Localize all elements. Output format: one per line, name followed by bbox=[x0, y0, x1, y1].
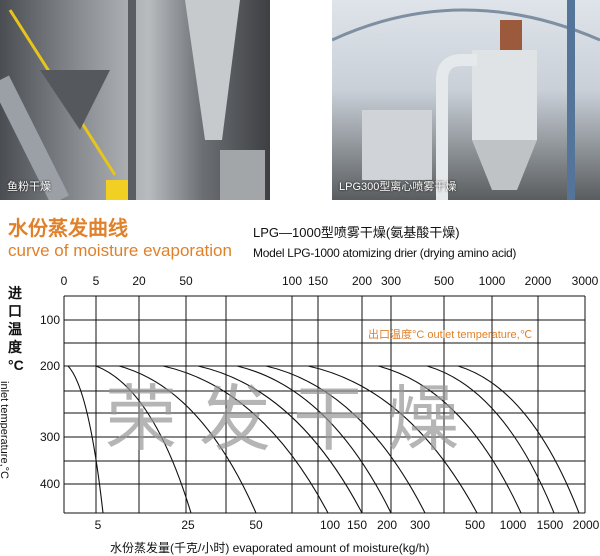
bottom-tick-label: 500 bbox=[464, 518, 486, 532]
title-cn: 水份蒸发曲线 bbox=[8, 218, 128, 240]
top-tick-label: 50 bbox=[179, 274, 193, 288]
evaporation-curve bbox=[162, 365, 329, 514]
outlet-temperature-annotation: 出口温度°C outlet temperature,℃ bbox=[368, 329, 533, 341]
y-tick-label: 200 bbox=[39, 359, 60, 373]
bottom-tick-label: 1000 bbox=[499, 518, 527, 532]
top-tick-label: 100 bbox=[281, 274, 303, 288]
y-axis-unit: °C bbox=[8, 357, 24, 373]
evaporation-curve bbox=[197, 365, 363, 514]
bottom-tick-label: 2000 bbox=[572, 518, 600, 532]
evaporation-curve bbox=[307, 365, 478, 514]
lpg300-dryer-photo: LPG300型离心喷雾干燥 bbox=[332, 0, 600, 200]
evaporation-curve bbox=[265, 365, 426, 514]
photo-illustration bbox=[332, 0, 600, 200]
bottom-tick-label: 25 bbox=[181, 518, 195, 532]
x-axis-label: 水份蒸发量(千克/小时) evaporated amount of moistu… bbox=[110, 541, 430, 555]
fish-meal-drying-photo: 鱼粉干燥 bbox=[0, 0, 270, 200]
top-tick-label: 0 bbox=[60, 274, 68, 288]
evaporation-curve bbox=[118, 365, 257, 514]
top-tick-label: 5 bbox=[92, 274, 100, 288]
top-tick-label: 2000 bbox=[524, 274, 552, 288]
evaporation-curve bbox=[67, 365, 104, 514]
evaporation-curve bbox=[95, 365, 192, 514]
top-tick-label: 3000 bbox=[571, 274, 599, 288]
subtitle-cn: LPG—1000型喷雾干燥(氨基酸干燥) bbox=[253, 225, 460, 240]
top-tick-label: 150 bbox=[307, 274, 329, 288]
subtitle-en: Model LPG-1000 atomizing drier (drying a… bbox=[253, 246, 517, 260]
bottom-tick-label: 50 bbox=[249, 518, 263, 532]
evaporation-curve bbox=[236, 365, 392, 514]
top-tick-label: 500 bbox=[433, 274, 455, 288]
bottom-tick-label: 1500 bbox=[536, 518, 564, 532]
y-tick-label: 100 bbox=[39, 313, 60, 327]
y-axis-label-en-text: inlet temperature,°C bbox=[0, 381, 10, 479]
bottom-tick-label: 150 bbox=[346, 518, 368, 532]
photo-caption: 鱼粉干燥 bbox=[7, 181, 51, 193]
y-tick-label: 400 bbox=[39, 477, 60, 491]
y-axis-label-cn-text: 进口温度 bbox=[8, 285, 22, 355]
y-axis-label-cn: 进口温度 °C bbox=[8, 284, 24, 374]
photo-illustration bbox=[0, 0, 265, 200]
bottom-tick-label: 5 bbox=[94, 518, 102, 532]
bottom-tick-label: 200 bbox=[376, 518, 398, 532]
watermark: 荣发干燥 bbox=[105, 377, 482, 461]
top-tick-label: 1000 bbox=[478, 274, 506, 288]
bottom-tick-label: 100 bbox=[319, 518, 341, 532]
evaporation-curve bbox=[377, 365, 522, 514]
top-tick-label: 300 bbox=[380, 274, 402, 288]
evaporation-curve bbox=[426, 365, 555, 514]
y-tick-label: 300 bbox=[39, 430, 60, 444]
top-tick-label: 20 bbox=[132, 274, 146, 288]
photo-caption: LPG300型离心喷雾干燥 bbox=[339, 181, 457, 193]
title-en: curve of moisture evaporation bbox=[8, 241, 232, 260]
bottom-tick-label: 300 bbox=[409, 518, 431, 532]
top-tick-label: 200 bbox=[351, 274, 373, 288]
evaporation-curve bbox=[457, 365, 580, 514]
